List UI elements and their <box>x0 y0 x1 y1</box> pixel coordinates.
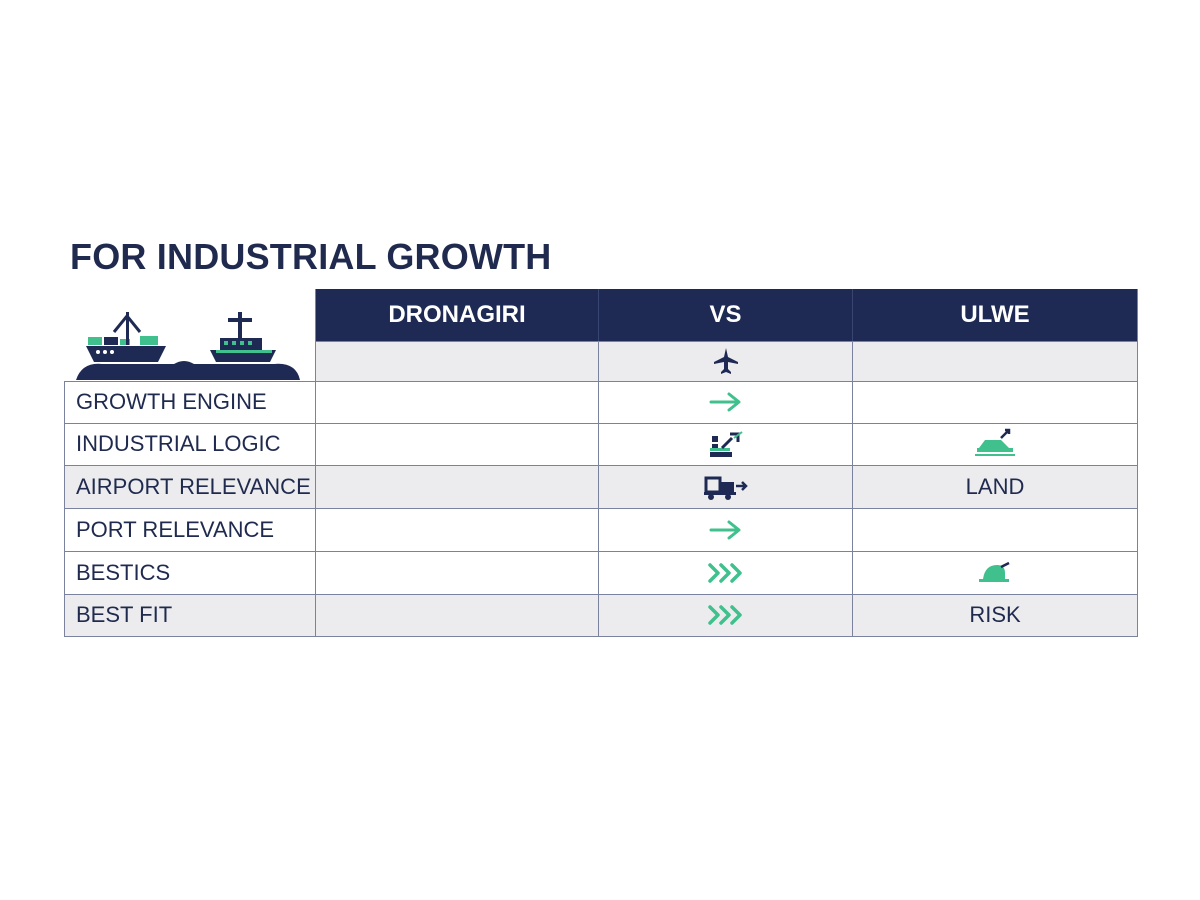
ships-illustration <box>74 306 304 384</box>
header-dronagiri: DRONAGIRI <box>316 289 599 341</box>
row-label: BESTICS <box>64 551 316 594</box>
row-label: GROWTH ENGINE <box>64 381 316 423</box>
helmet-icon <box>853 551 1137 594</box>
triple-chevron-icon <box>599 551 853 594</box>
header-ulwe: ULWE <box>853 289 1137 341</box>
ulwe-value: LAND <box>965 473 1025 499</box>
row-label: BEST FIT <box>64 594 316 636</box>
land-vehicle-icon <box>853 423 1137 465</box>
triple-chevron-icon <box>599 594 853 636</box>
row-label: PORT RELEVANCE <box>64 508 316 551</box>
arrow-right-icon <box>599 508 853 551</box>
page-title: FOR INDUSTRIAL GROWTH <box>70 236 552 277</box>
row-label: INDUSTRIAL LOGIC <box>64 423 316 465</box>
row-label: AIRPORT RELEVANCE <box>64 465 316 508</box>
header-vs: VS <box>599 289 853 341</box>
ulwe-value: RISK <box>969 602 1021 627</box>
airplane-icon <box>599 341 853 381</box>
row-shade <box>316 594 1137 636</box>
industrial-icon <box>599 423 853 465</box>
arrow-right-icon <box>599 381 853 423</box>
truck-icon <box>599 465 853 508</box>
